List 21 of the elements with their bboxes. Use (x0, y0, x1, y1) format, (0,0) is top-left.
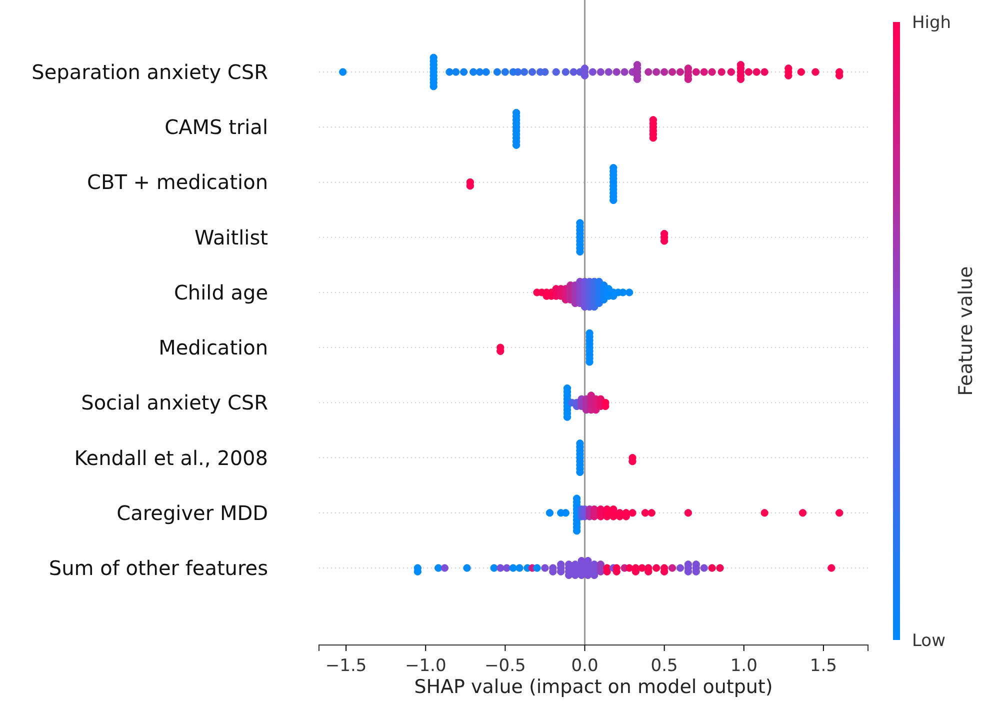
color-bar-title: Feature value (955, 266, 977, 396)
x-tick-label: −1.0 (404, 656, 446, 676)
y-tick-label: Separation anxiety CSR (32, 60, 268, 84)
y-tick-label: Sum of other features (48, 556, 268, 580)
y-tick-label: Caregiver MDD (116, 500, 268, 525)
x-tick-label: 1.5 (810, 656, 837, 676)
x-tick-label: −1.5 (325, 656, 367, 676)
y-tick-label: Waitlist (194, 225, 268, 250)
x-tick-label: 1.0 (730, 656, 758, 676)
color-bar-label: High (912, 12, 952, 33)
y-tick-label: Child age (174, 280, 268, 304)
color-bar-label: Low (912, 630, 946, 651)
x-axis-title: SHAP value (impact on model output) (414, 676, 773, 698)
x-tick-label: 0.0 (571, 656, 598, 676)
y-tick-label: CBT + medication (87, 170, 268, 194)
x-tick-label: 0.5 (650, 656, 678, 676)
y-tick-label: CAMS trial (164, 115, 268, 140)
y-tick-label: Medication (158, 336, 268, 360)
x-tick-label: −0.5 (484, 656, 526, 676)
y-tick-label: Social anxiety CSR (81, 390, 268, 415)
y-tick-label: Kendall et al., 2008 (74, 446, 268, 470)
